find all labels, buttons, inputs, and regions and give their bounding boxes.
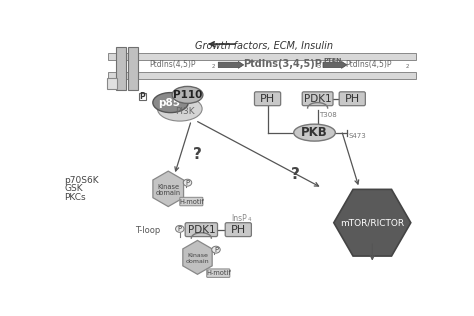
Text: ?: ? xyxy=(193,148,202,162)
Text: PtdIns(4,5)P: PtdIns(4,5)P xyxy=(346,60,392,70)
Text: P: P xyxy=(185,180,190,186)
Text: PTEN: PTEN xyxy=(323,58,341,63)
FancyArrow shape xyxy=(323,61,347,68)
Ellipse shape xyxy=(294,124,335,141)
Text: ?: ? xyxy=(291,167,300,182)
FancyBboxPatch shape xyxy=(339,92,365,106)
Text: S473: S473 xyxy=(348,133,366,139)
Ellipse shape xyxy=(157,96,202,121)
Text: P110: P110 xyxy=(173,90,202,100)
Text: PDK1: PDK1 xyxy=(188,225,215,235)
Text: p85: p85 xyxy=(158,98,180,108)
Text: PH: PH xyxy=(260,94,275,104)
Ellipse shape xyxy=(172,87,203,103)
Text: H-motif: H-motif xyxy=(179,198,204,204)
Text: 2: 2 xyxy=(211,64,215,69)
Text: InsP: InsP xyxy=(231,214,247,222)
FancyArrow shape xyxy=(219,61,244,68)
FancyBboxPatch shape xyxy=(302,92,333,106)
Bar xyxy=(107,78,118,89)
Text: p70S6K: p70S6K xyxy=(64,176,99,185)
Text: 3: 3 xyxy=(317,63,321,69)
Text: domain: domain xyxy=(155,190,181,196)
Ellipse shape xyxy=(212,246,220,253)
FancyBboxPatch shape xyxy=(185,223,218,237)
Text: 4: 4 xyxy=(247,217,251,222)
FancyBboxPatch shape xyxy=(255,92,281,106)
Ellipse shape xyxy=(153,93,188,112)
FancyBboxPatch shape xyxy=(225,223,251,237)
Bar xyxy=(108,72,416,79)
Polygon shape xyxy=(183,240,212,274)
Bar xyxy=(128,47,138,90)
Text: PKCs: PKCs xyxy=(64,193,86,202)
Text: T-loop: T-loop xyxy=(135,226,161,235)
Text: H-motif: H-motif xyxy=(206,270,231,276)
Text: P: P xyxy=(214,247,218,253)
Text: PtdIns(4,5)P: PtdIns(4,5)P xyxy=(149,60,195,70)
FancyBboxPatch shape xyxy=(207,269,230,277)
Text: PDK1: PDK1 xyxy=(304,94,331,104)
Text: PI3K: PI3K xyxy=(175,107,195,116)
Text: Kinase: Kinase xyxy=(187,252,208,258)
Text: GSK: GSK xyxy=(64,184,83,193)
Text: P: P xyxy=(178,226,182,232)
Text: 2: 2 xyxy=(405,64,409,69)
Text: domain: domain xyxy=(186,259,210,264)
Bar xyxy=(139,93,146,100)
Text: PtdIns(3,4,5)P: PtdIns(3,4,5)P xyxy=(243,59,322,69)
Text: T308: T308 xyxy=(319,112,337,118)
Polygon shape xyxy=(334,189,411,256)
Text: Kinase: Kinase xyxy=(157,184,179,190)
FancyBboxPatch shape xyxy=(180,197,203,206)
Ellipse shape xyxy=(175,225,184,232)
Bar xyxy=(108,53,416,60)
Polygon shape xyxy=(153,171,183,207)
Bar xyxy=(116,47,126,90)
Text: Growth factors, ECM, Insulin: Growth factors, ECM, Insulin xyxy=(195,41,334,52)
Text: P: P xyxy=(139,92,146,100)
Text: mTOR/RICTOR: mTOR/RICTOR xyxy=(340,218,404,227)
Text: PH: PH xyxy=(345,94,360,104)
Ellipse shape xyxy=(183,179,191,186)
Text: PH: PH xyxy=(231,225,246,235)
Text: PKB: PKB xyxy=(301,126,328,139)
